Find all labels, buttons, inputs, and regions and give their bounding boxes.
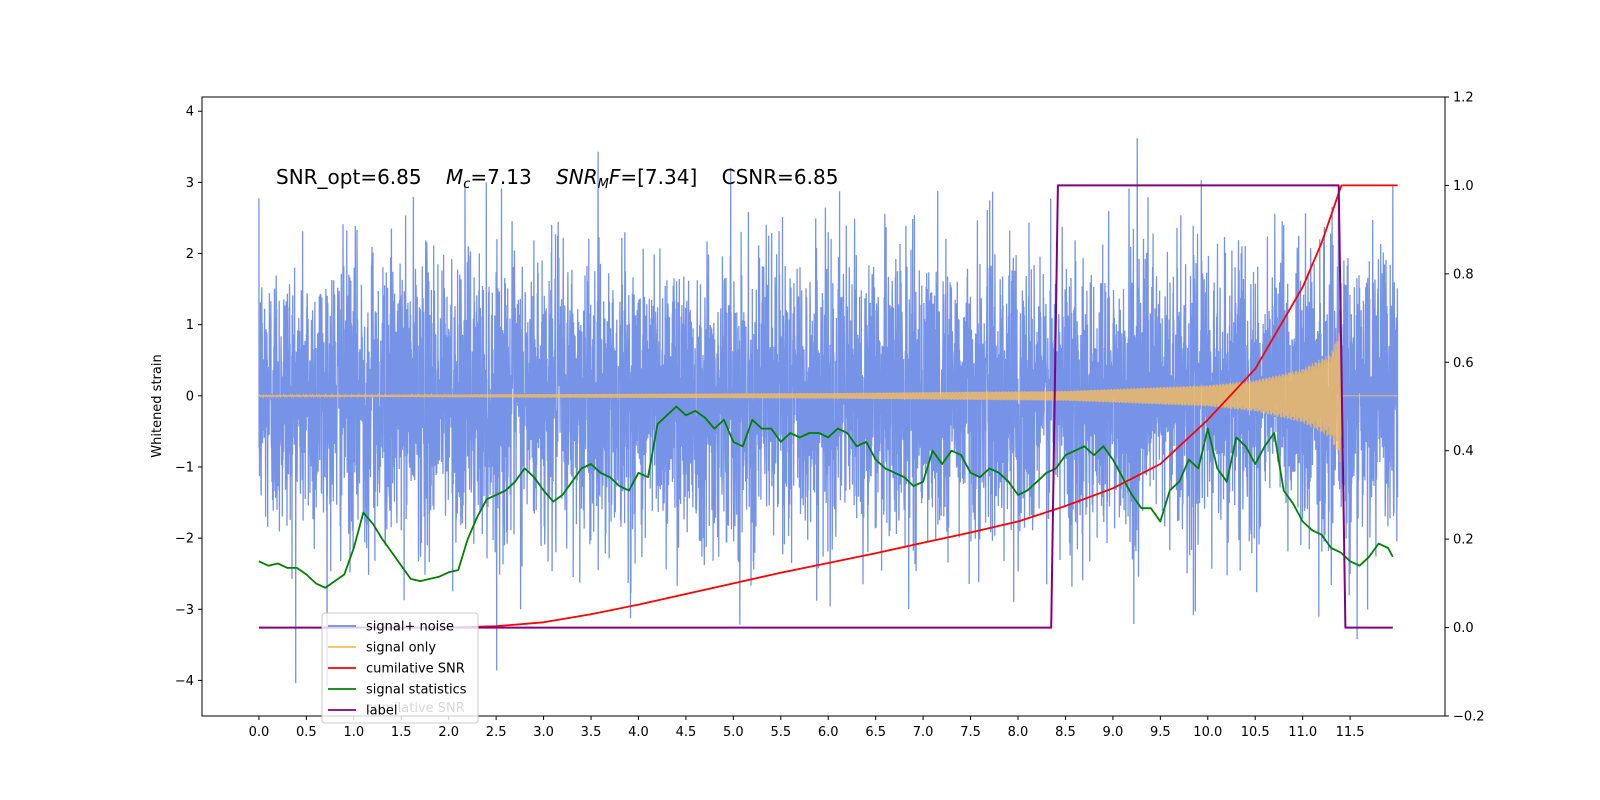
noise-line bbox=[258, 138, 1399, 688]
y-right-tick-label: 1.0 bbox=[1453, 179, 1474, 194]
y-left-tick-label: −1 bbox=[175, 460, 194, 475]
x-tick-label: 6.0 bbox=[818, 725, 839, 740]
y-left-tick-label: −4 bbox=[175, 674, 194, 689]
x-tick-label: 9.0 bbox=[1103, 725, 1124, 740]
x-tick-label: 0.5 bbox=[296, 725, 317, 740]
y-left-tick-label: −2 bbox=[175, 532, 194, 547]
annotation-mc-value: =7.13 bbox=[470, 165, 531, 189]
x-tick-label: 8.5 bbox=[1055, 725, 1076, 740]
x-tick-label: 2.5 bbox=[486, 725, 507, 740]
legend-label: signal statistics bbox=[366, 683, 467, 698]
y-axis-left-label: Whitened strain bbox=[150, 354, 165, 457]
x-axis: 0.0 0.5 1.0 1.5 2.0 2.5 3.0 3.5 4.0 4.5 5.0 5.5 6.0 6… bbox=[249, 716, 1365, 740]
legend-label: signal+ noise bbox=[366, 620, 454, 635]
y-right-tick-label: 0.2 bbox=[1453, 533, 1474, 548]
y-left-tick-label: 2 bbox=[186, 247, 194, 262]
y-left-tick-label: −3 bbox=[175, 603, 194, 618]
annotation-mc-sub: c bbox=[463, 177, 470, 192]
x-tick-label: 0.0 bbox=[249, 725, 270, 740]
x-tick-label: 10.5 bbox=[1241, 725, 1270, 740]
x-tick-label: 3.5 bbox=[581, 725, 602, 740]
x-tick-label: 7.0 bbox=[913, 725, 934, 740]
x-tick-label: 5.5 bbox=[770, 725, 791, 740]
y-right-tick-label: 0.8 bbox=[1453, 267, 1474, 282]
x-tick-label: 1.0 bbox=[343, 725, 364, 740]
legend-label: label bbox=[366, 704, 397, 719]
series-label bbox=[258, 184, 1393, 629]
x-tick-label: 1.5 bbox=[391, 725, 412, 740]
y-left-tick-label: 3 bbox=[186, 176, 194, 191]
y-axis-left: −4 −3 −2 −1 0 1 2 3 4 bbox=[175, 105, 202, 689]
x-tick-label: 11.0 bbox=[1288, 725, 1317, 740]
legend: cumilative SNR signal+ noise signal only c… bbox=[321, 612, 479, 724]
y-right-tick-label: 0.6 bbox=[1453, 356, 1474, 371]
annotation-mc-symbol: M bbox=[446, 165, 463, 189]
y-left-tick-label: 0 bbox=[186, 389, 194, 404]
series-cumulative-snr bbox=[448, 184, 1398, 629]
series-signal-noise bbox=[258, 138, 1399, 688]
y-axis-right: −0.2 0.0 0.2 0.4 0.6 0.8 1.0 1.2 bbox=[1445, 91, 1485, 725]
annotation-snrmf-symbol: SNR bbox=[556, 165, 598, 189]
x-tick-label: 4.0 bbox=[628, 725, 649, 740]
y-right-tick-label: 1.2 bbox=[1453, 91, 1474, 106]
x-tick-label: 11.5 bbox=[1336, 725, 1365, 740]
x-tick-label: 7.5 bbox=[960, 725, 981, 740]
y-left-tick-label: 1 bbox=[186, 318, 194, 333]
x-tick-label: 10.0 bbox=[1193, 725, 1222, 740]
series-csnr-line bbox=[448, 184, 1398, 629]
y-right-tick-label: 0.0 bbox=[1453, 621, 1474, 636]
x-tick-label: 2.0 bbox=[438, 725, 459, 740]
signal-line bbox=[258, 332, 1398, 463]
y-right-tick-label: −0.2 bbox=[1453, 710, 1485, 725]
series-signal-statistics bbox=[258, 405, 1394, 589]
annotation-csnr: CSNR=6.85 bbox=[722, 165, 839, 189]
legend-overlap-text: cumilative SNR bbox=[366, 701, 465, 716]
y-left-tick-label: 4 bbox=[186, 105, 194, 120]
annotation-snrmf-sub: M bbox=[598, 177, 609, 192]
x-tick-label: 9.5 bbox=[1150, 725, 1171, 740]
x-tick-label: 4.5 bbox=[676, 725, 697, 740]
annotation-text: SNR_opt=6.85 Mc=7.13 SNRMF=[7.34] CSNR=6… bbox=[276, 165, 838, 192]
legend-box bbox=[321, 612, 479, 724]
series-signal-only bbox=[258, 332, 1398, 463]
x-tick-label: 6.5 bbox=[865, 725, 886, 740]
annotation-snrmf-tail: F bbox=[609, 165, 621, 189]
x-tick-label: 8.0 bbox=[1008, 725, 1029, 740]
x-tick-label: 3.0 bbox=[533, 725, 554, 740]
annotation-snrmf-value: =[7.34] bbox=[620, 165, 697, 189]
series-stats-line bbox=[258, 405, 1394, 589]
legend-label: signal only bbox=[366, 641, 436, 656]
series-label-line bbox=[258, 184, 1393, 629]
annotation-snr-opt: SNR_opt=6.85 bbox=[276, 165, 422, 189]
x-tick-label: 5.0 bbox=[723, 725, 744, 740]
y-right-tick-label: 0.4 bbox=[1453, 444, 1474, 459]
legend-label: cumilative SNR bbox=[366, 662, 465, 677]
plot-frame bbox=[201, 96, 1446, 717]
